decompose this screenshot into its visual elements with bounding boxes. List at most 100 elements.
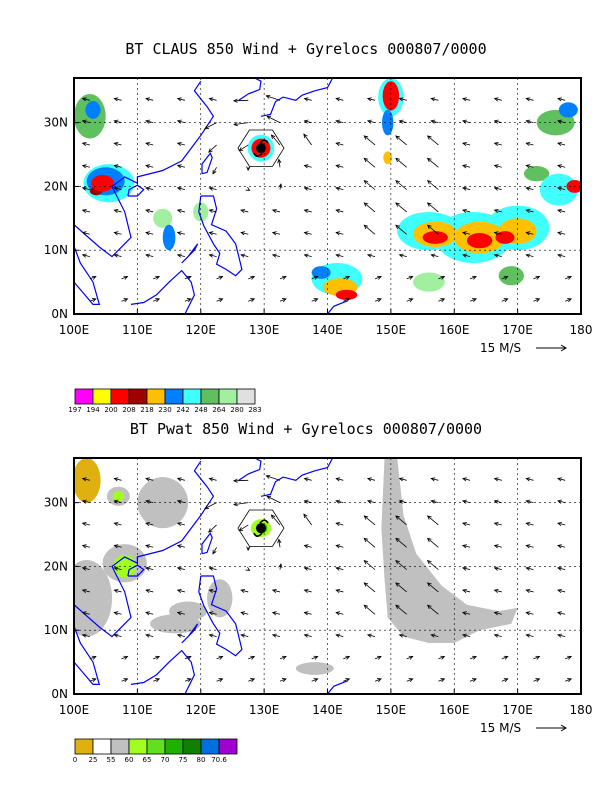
wind-arrowhead: [462, 208, 467, 214]
wind-arrowhead: [440, 655, 446, 660]
wind-arrowhead: [525, 521, 531, 527]
wind-arrowhead: [567, 275, 573, 280]
wind-arrow: [272, 634, 281, 637]
wind-arrow: [311, 656, 318, 660]
wind-arrow: [427, 537, 439, 548]
wind-arrow: [114, 142, 122, 146]
wind-arrow: [216, 298, 223, 302]
wind-arrowhead: [395, 604, 400, 610]
wind-arrowhead: [281, 275, 287, 280]
wind-arrow: [145, 165, 154, 168]
wind-arrow: [336, 142, 344, 146]
wind-arrowhead: [271, 611, 277, 616]
wind-arrowhead: [208, 208, 214, 214]
wind-arrowhead: [81, 119, 87, 124]
wind-arrow: [145, 209, 154, 213]
wind-arrowhead: [408, 678, 414, 683]
wind-arrowhead: [493, 208, 499, 214]
panel2-x-tick-label: 140E: [312, 703, 343, 717]
wind-arrowhead: [204, 505, 209, 510]
wind-arrow: [462, 254, 471, 257]
wind-arrowhead: [176, 477, 182, 482]
wind-arrowhead: [377, 275, 382, 280]
wind-arrow: [311, 298, 318, 302]
wind-arrowhead: [271, 208, 277, 214]
wind-arrow: [209, 232, 217, 235]
wind-arrowhead: [366, 97, 372, 102]
wind-arrowhead: [525, 253, 531, 258]
wind-arrow: [395, 515, 407, 526]
panel1-coastline: [181, 243, 199, 264]
panel1-coastline: [198, 195, 243, 277]
wind-arrow: [177, 254, 186, 257]
wind-arrow: [494, 165, 502, 168]
wind-arrowhead: [398, 253, 404, 258]
wind-arrowhead: [557, 164, 562, 169]
wind-arrowhead: [81, 186, 87, 191]
wind-arrowhead: [218, 298, 224, 303]
wind-arrow: [153, 656, 160, 660]
panel2-legend-swatch: [164, 738, 184, 755]
wind-arrow: [153, 298, 160, 302]
wind-arrow: [248, 276, 255, 280]
wind-arrowhead: [398, 499, 404, 504]
wind-arrowhead: [250, 298, 256, 303]
wind-arrow: [82, 98, 90, 101]
panel2-coastline: [238, 458, 262, 481]
wind-arrowhead: [535, 298, 541, 303]
wind-arrowhead: [408, 298, 414, 303]
wind-arrow: [565, 298, 572, 302]
wind-arrowhead: [462, 521, 467, 527]
wind-arrowhead: [408, 655, 414, 660]
panel2-coastline: [201, 532, 213, 555]
panel1-gyre-hexagon: [237, 129, 285, 167]
wind-arrow: [363, 582, 376, 593]
wind-arrowhead: [303, 513, 308, 519]
wind-arrowhead: [233, 122, 238, 127]
wind-arrow: [336, 634, 344, 637]
wind-arrow: [82, 522, 90, 526]
wind-arrowhead: [176, 544, 182, 549]
wind-arrowhead: [176, 119, 182, 124]
wind-arrowhead: [145, 544, 151, 549]
wind-arrow: [271, 134, 281, 146]
wind-arrow: [177, 98, 186, 101]
wind-arrow: [266, 95, 281, 101]
wind-arrow: [462, 165, 471, 168]
wind-arrow: [494, 500, 502, 504]
wind-arrow: [427, 515, 439, 526]
wind-arrow: [557, 187, 566, 191]
wind-arrowhead: [303, 588, 309, 594]
wind-arrow: [304, 500, 312, 504]
wind-arrow: [557, 165, 566, 168]
panel1-cloud-blob: [523, 166, 550, 182]
wind-arrowhead: [525, 588, 531, 594]
wind-arrowhead: [426, 582, 432, 587]
wind-arrow: [374, 678, 382, 682]
wind-arrowhead: [81, 566, 87, 571]
wind-arrow: [462, 232, 471, 235]
wind-arrowhead: [525, 633, 531, 638]
wind-arrow: [367, 634, 376, 637]
panel1-coastline: [260, 78, 334, 117]
wind-arrowhead: [208, 97, 214, 102]
wind-arrowhead: [208, 253, 214, 258]
panel1-legend-swatch: [218, 388, 238, 405]
wind-arrowhead: [176, 231, 182, 236]
wind-arrowhead: [186, 655, 192, 660]
wind-arrow: [427, 560, 439, 570]
wind-arrow: [145, 120, 154, 124]
wind-arrow: [82, 120, 90, 124]
panel2-moisture-blob: [295, 662, 334, 675]
wind-arrow: [145, 634, 154, 637]
wind-arrow: [494, 612, 502, 615]
panel1-y-tick-label: 10N: [44, 243, 68, 257]
wind-arrow: [278, 159, 281, 168]
wind-arrowhead: [462, 141, 467, 147]
panel1-legend-swatch: [92, 388, 112, 405]
wind-arrow: [177, 187, 186, 191]
wind-arrow: [336, 589, 344, 593]
wind-arrow: [145, 567, 154, 571]
wind-arrow: [533, 298, 540, 302]
wind-arrow: [336, 187, 344, 191]
